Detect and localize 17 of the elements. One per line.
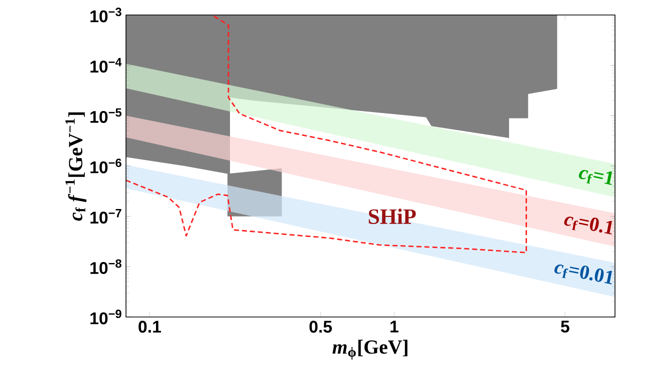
y-tick-label: 10$^{−8}$ <box>90 259 122 274</box>
y-axis-title: c$_{f}$ f$^{−1}$[GeV$^{−1}$] <box>65 112 86 221</box>
x-tick-label: 0.5 <box>309 320 332 333</box>
series-label: c$_{f}$=0.1 <box>564 216 612 234</box>
y-tick-label: 10$^{−6}$ <box>90 158 122 174</box>
y-tick-label: 10$^{−3}$ <box>90 8 122 22</box>
x-tick-label: 1 <box>390 320 398 332</box>
x-tick-label: 5 <box>560 320 570 333</box>
y-tick-label: 10$^{−7}$ <box>90 209 122 224</box>
series-label: c$_{f}$=1 <box>578 170 612 186</box>
y-tick-label: 10$^{−9}$ <box>90 310 122 324</box>
annotation: SHiP <box>368 208 416 224</box>
y-tick-label: 10$^{−5}$ <box>90 108 122 123</box>
x-axis-title: m$_{ϕ}$[GeV] <box>332 340 408 360</box>
y-tick-label: 10$^{−4}$ <box>90 58 122 73</box>
series-label: c$_{f}$=0.01 <box>554 264 612 284</box>
x-tick-label: 0.1 <box>138 320 161 333</box>
